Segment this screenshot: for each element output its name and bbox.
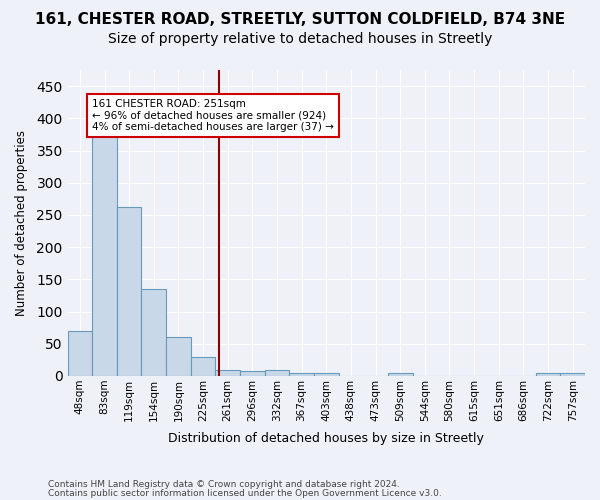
Bar <box>68 331 92 376</box>
Bar <box>314 374 338 376</box>
X-axis label: Distribution of detached houses by size in Streetly: Distribution of detached houses by size … <box>169 432 484 445</box>
Bar <box>265 370 289 376</box>
Bar <box>240 371 265 376</box>
Text: Contains public sector information licensed under the Open Government Licence v3: Contains public sector information licen… <box>48 490 442 498</box>
Text: Size of property relative to detached houses in Streetly: Size of property relative to detached ho… <box>108 32 492 46</box>
Text: Contains HM Land Registry data © Crown copyright and database right 2024.: Contains HM Land Registry data © Crown c… <box>48 480 400 489</box>
Bar <box>142 289 166 376</box>
Bar <box>560 374 585 376</box>
Bar <box>388 374 413 376</box>
Bar <box>166 338 191 376</box>
Bar <box>92 134 117 376</box>
Text: 161, CHESTER ROAD, STREETLY, SUTTON COLDFIELD, B74 3NE: 161, CHESTER ROAD, STREETLY, SUTTON COLD… <box>35 12 565 28</box>
Bar <box>117 207 142 376</box>
Bar <box>536 374 560 376</box>
Bar <box>215 370 240 376</box>
Text: 161 CHESTER ROAD: 251sqm
← 96% of detached houses are smaller (924)
4% of semi-d: 161 CHESTER ROAD: 251sqm ← 96% of detach… <box>92 99 334 132</box>
Y-axis label: Number of detached properties: Number of detached properties <box>15 130 28 316</box>
Bar <box>191 356 215 376</box>
Bar <box>289 373 314 376</box>
